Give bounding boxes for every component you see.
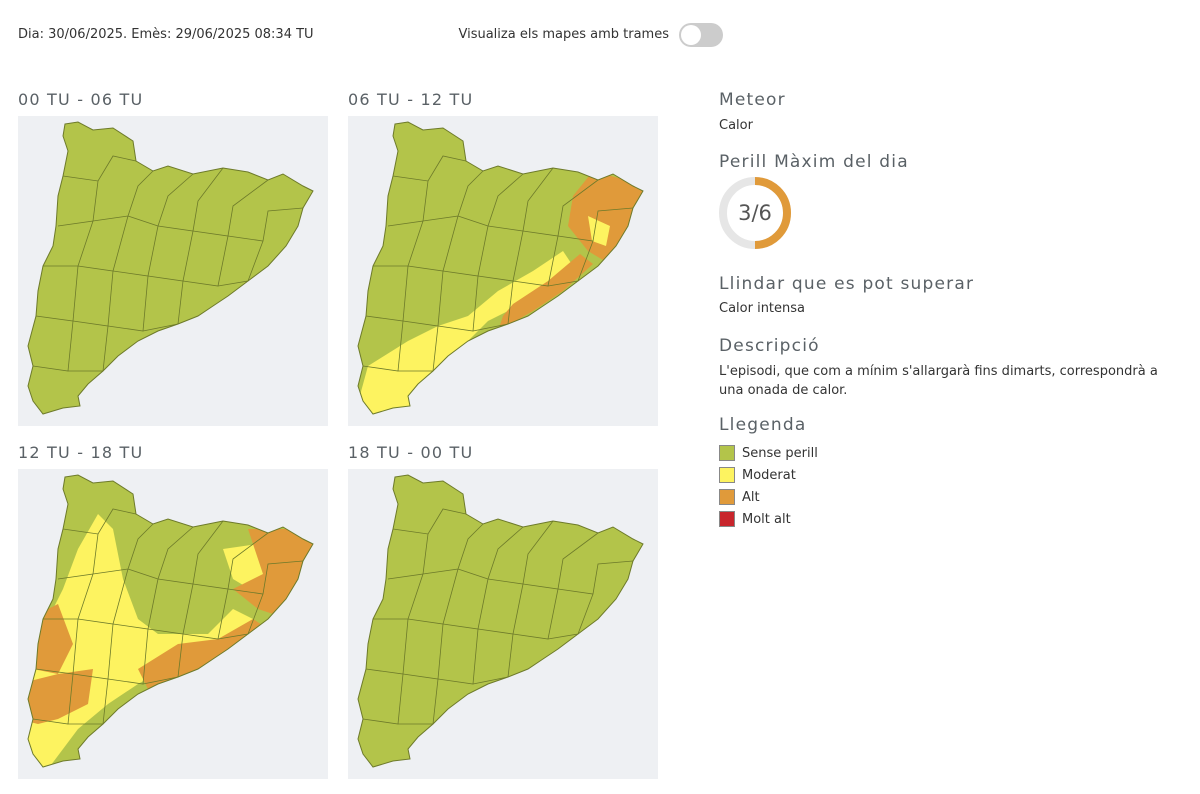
legend-item: Moderat — [719, 464, 818, 486]
map — [348, 469, 658, 779]
map-title: 18 TU - 00 TU — [348, 443, 474, 462]
legend-swatch — [719, 489, 735, 505]
gauge-arc — [754, 177, 791, 249]
gauge: 3/6 — [719, 177, 791, 249]
map-title: 12 TU - 18 TU — [18, 443, 144, 462]
description-title: Descripció — [719, 336, 820, 356]
threshold-title: Llindar que es pot superar — [719, 274, 975, 294]
legend-item: Molt alt — [719, 508, 818, 530]
legend: Sense perill Moderat Alt Molt alt — [719, 442, 818, 530]
toggle-label: Visualiza els mapes amb trames — [458, 27, 669, 42]
legend-swatch — [719, 511, 735, 527]
legend-label: Sense perill — [742, 445, 818, 461]
map — [18, 469, 328, 779]
map-title: 00 TU - 06 TU — [18, 90, 144, 109]
legend-swatch — [719, 445, 735, 461]
map — [18, 116, 328, 426]
legend-title: Llegenda — [719, 415, 807, 435]
legend-label: Moderat — [742, 467, 796, 483]
threshold: Calor intensa — [719, 301, 806, 316]
legend-label: Molt alt — [742, 511, 791, 527]
legend-swatch — [719, 467, 735, 483]
map-title: 06 TU - 12 TU — [348, 90, 474, 109]
legend-label: Alt — [742, 489, 760, 505]
description: L'episodi, que com a mínim s'allargarà f… — [719, 364, 1158, 398]
toggle[interactable] — [679, 23, 723, 47]
legend-item: Sense perill — [719, 442, 818, 464]
gauge-label: 3/6 — [738, 201, 772, 225]
meteor: Calor — [719, 118, 753, 133]
danger-title: Perill Màxim del dia — [719, 152, 909, 172]
issue-date: Dia: 30/06/2025. Emès: 29/06/2025 08:34 … — [18, 27, 314, 42]
legend-item: Alt — [719, 486, 818, 508]
map — [348, 116, 658, 426]
meteor-title: Meteor — [719, 90, 786, 110]
